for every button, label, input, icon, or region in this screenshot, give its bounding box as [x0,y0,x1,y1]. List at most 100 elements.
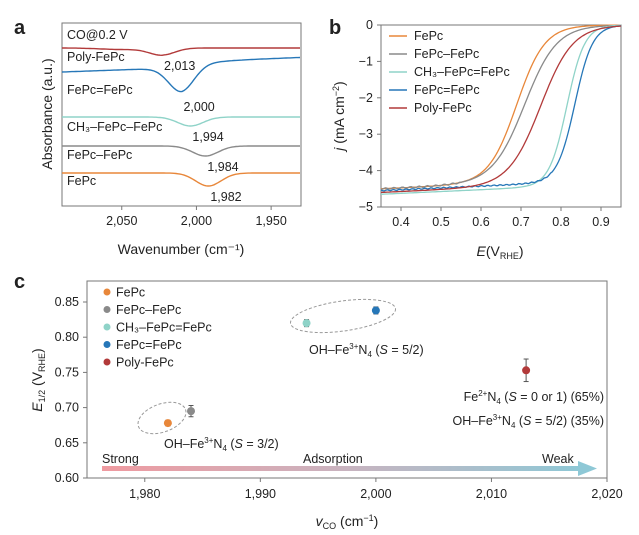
point-poly-fepc [522,366,531,375]
panel-b-legend-label: FePc–FePc [414,47,479,61]
panel-a-curve-fepc [62,172,300,187]
panel-c-legend-marker [103,288,111,296]
panel-c-legend-marker [103,341,111,348]
panel-a-xtick-label: 2,000 [181,214,212,228]
poly-annotation-line2: OH–Fe3+N4 (S = 5/2) (35%) [453,413,605,430]
panel-a-curve-fepc-fepc [62,145,300,157]
panel-c-ytick-label: 0.70 [55,401,79,415]
group2-ellipse [289,298,397,334]
point-ch3-fepc=fepc [302,319,311,328]
panel-label-a: a [14,17,26,39]
panel-b-legend-label: FePc [414,29,443,43]
panel-b: b 0.4 0.5 0.6 0.7 0.8 0.9 0 −1 −2 −3 −4 −5 FePc FePc… [329,17,622,261]
adsorption-arrow [102,461,597,476]
panel-c-legend-label: FePc=FePc [116,338,182,352]
group1-ellipse [137,401,187,435]
panel-b-curve-fepc-fepc [380,24,621,191]
arrow-shaft [102,466,582,471]
panel-a-ylabel: Absorbance (a.u.) [39,58,55,169]
panel-b-ytick-label: −5 [359,200,373,214]
poly-annotation-line1: Fe2+N4 (S = 0 or 1) (65%) [464,389,604,406]
panel-b-ytick-label: 0 [366,18,373,32]
panel-a-curve-poly-fepc [62,47,300,57]
panel-a-curve-ch3-fepc-fepc [62,116,300,127]
panel-a-xlabel: Wavenumber (cm⁻¹) [118,241,245,257]
panel-b-xtick-label: 0.7 [512,215,529,229]
point-fepc=fepc [371,306,380,315]
group2-annotation: OH–Fe3+N4 (S = 5/2) [309,342,424,359]
arrow-head [578,461,597,476]
panel-a-xtick-label: 2,050 [106,214,137,228]
panel-b-xtick-label: 0.6 [472,215,489,229]
panel-c-legend-label: FePc–FePc [116,303,181,317]
panel-c-legend: FePc FePc–FePc CH₃–FePc=FePc FePc=FePc Poly-… [103,286,212,370]
panel-b-xtick-label: 0.8 [552,215,569,229]
panel-a-series-label: CH₃–FePc–FePc [67,120,162,134]
panel-c-legend-marker [103,358,111,366]
panel-a-peak-label: 1,984 [207,160,238,174]
panel-c-ytick-label: 0.80 [55,330,79,344]
panel-b-legend-label: CH₃–FePc=FePc [414,65,510,79]
panel-c-ytick-label: 0.85 [55,295,79,309]
panel-c-legend-label: CH₃–FePc=FePc [116,321,212,335]
panel-a-curve-fepc=fepc [61,56,301,93]
group1-annotation: OH–Fe3+N4 (S = 3/2) [164,436,279,453]
panel-c-legend-marker [103,306,111,313]
panel-b-curves [380,24,622,195]
panel-a-frame [61,22,302,207]
arrow-label-strong: Strong [102,452,139,466]
panel-c-xtick-label: 1,990 [245,487,276,501]
panel-a-series-label: FePc [67,174,96,188]
panel-c-xtick-label: 2,020 [591,487,622,501]
panel-a-curves: Poly-FePc 2,013 FePc=FePc 2,000 CH₃–FePc–FeP… [61,47,301,204]
panel-a-peak-label: 2,013 [164,59,195,73]
panel-a-series-label: FePc–FePc [67,148,132,162]
panel-label-b: b [329,17,341,39]
panel-label-c: c [14,271,25,293]
panel-c-ylabel: E1/2 (VRHE) [29,348,47,411]
panel-c-legend-marker [103,323,111,331]
panel-a-peak-label: 1,982 [210,190,241,204]
point-fepc [163,419,172,428]
arrow-label-adsorption: Adsorption [303,452,363,466]
panel-b-xlabel: E(VRHE) [476,243,523,261]
panel-c-ytick-label: 0.75 [55,365,79,379]
panel-b-ytick-label: −2 [359,91,373,105]
panel-c-ticks: 1,980 1,990 2,000 2,010 2,020 0.60 0.65 0.70 0.7… [55,295,623,501]
arrow-label-weak: Weak [542,452,574,466]
panel-b-xtick-label: 0.4 [392,215,409,229]
panel-b-ticks: 0.4 0.5 0.6 0.7 0.8 0.9 0 −1 −2 −3 −4 −5 [359,18,610,229]
panel-b-legend: FePc FePc–FePc CH₃–FePc=FePc FePc=FePc Poly-… [389,29,510,115]
panel-c-legend-label: Poly-FePc [116,356,174,370]
point-fepc-fepc [187,407,195,416]
panel-b-legend-label: Poly-FePc [414,101,472,115]
panel-b-frame [380,24,622,208]
panel-a-peak-label: 1,994 [192,130,223,144]
panel-c-xtick-label: 1,980 [129,487,160,501]
panel-b-ytick-label: −4 [359,164,373,178]
panel-a-series-label: FePc=FePc [67,83,133,97]
panel-a-series-label: Poly-FePc [67,50,125,64]
panel-a-xticks: 2,050 2,000 1,950 [106,206,287,228]
panel-b-xtick-label: 0.5 [432,215,449,229]
panel-c-ytick-label: 0.60 [55,471,79,485]
panel-c: c Strong Adsorption Weak OH–Fe3+N4 (S = … [14,271,623,531]
panel-b-curve-fepc=fepc [380,25,622,192]
panel-b-ytick-label: −3 [359,127,373,141]
panel-b-curve-ch3-fepc=fepc [380,24,622,195]
panel-c-frame [86,280,608,479]
panel-a-condition: CO@0.2 V [67,28,128,42]
panel-b-ytick-label: −1 [359,54,373,68]
panel-c-points [163,306,531,428]
panel-c-xtick-label: 2,010 [476,487,507,501]
panel-b-xtick-label: 0.9 [592,215,609,229]
panel-c-xlabel: vCO (cm−1) [316,513,379,531]
panel-b-ylabel: j (mA cm−2) [331,81,347,152]
panel-a: a CO@0.2 V Poly-FePc 2,013 FePc=FePc 2,000 C… [14,17,302,257]
panel-c-ytick-label: 0.65 [55,436,79,450]
panel-a-xtick-label: 1,950 [255,214,286,228]
panel-a-peak-label: 2,000 [183,100,214,114]
panel-b-curve-poly-fepc [381,25,622,194]
panel-c-xtick-label: 2,000 [360,487,391,501]
